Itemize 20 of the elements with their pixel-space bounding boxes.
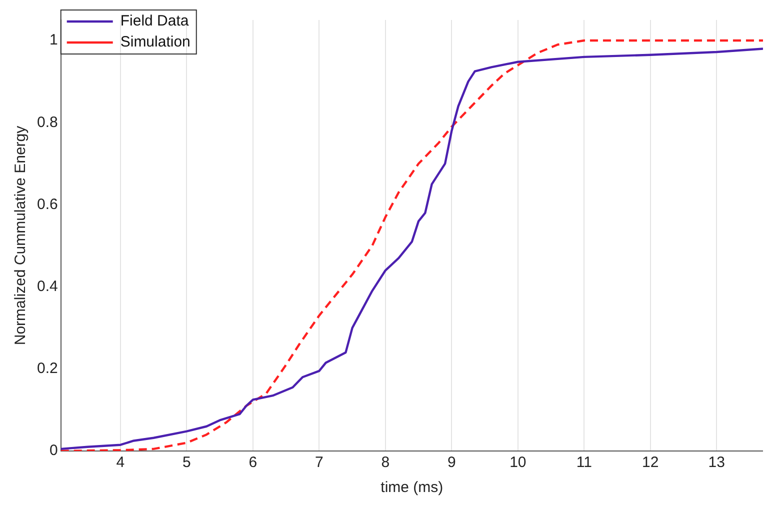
x-tick-label: 7 bbox=[315, 454, 324, 472]
y-tick-label: 0.2 bbox=[36, 360, 58, 378]
x-tick-label: 6 bbox=[248, 454, 258, 472]
x-axis-title: time (ms) bbox=[380, 479, 444, 496]
legend-label: Simulation bbox=[120, 34, 190, 51]
x-tick-label: 5 bbox=[182, 454, 191, 472]
x-tick-label: 10 bbox=[510, 454, 526, 472]
x-tick-label: 13 bbox=[708, 454, 725, 472]
x-tick-label: 11 bbox=[576, 454, 592, 472]
y-tick-label: 0.8 bbox=[36, 114, 58, 131]
y-tick-label: 0.6 bbox=[36, 196, 58, 213]
x-tick-label: 9 bbox=[448, 454, 456, 472]
x-tick-label: 8 bbox=[381, 454, 390, 472]
y-axis-title: Normalized Cummulative Energy bbox=[12, 125, 30, 346]
x-tick-label: 4 bbox=[116, 454, 125, 472]
legend-label: Field Data bbox=[120, 12, 190, 30]
y-tick-label: 0.4 bbox=[36, 278, 58, 295]
x-tick-label: 12 bbox=[642, 454, 659, 472]
y-tick-label: 0 bbox=[50, 442, 58, 460]
y-tick-label: 1 bbox=[50, 32, 58, 49]
